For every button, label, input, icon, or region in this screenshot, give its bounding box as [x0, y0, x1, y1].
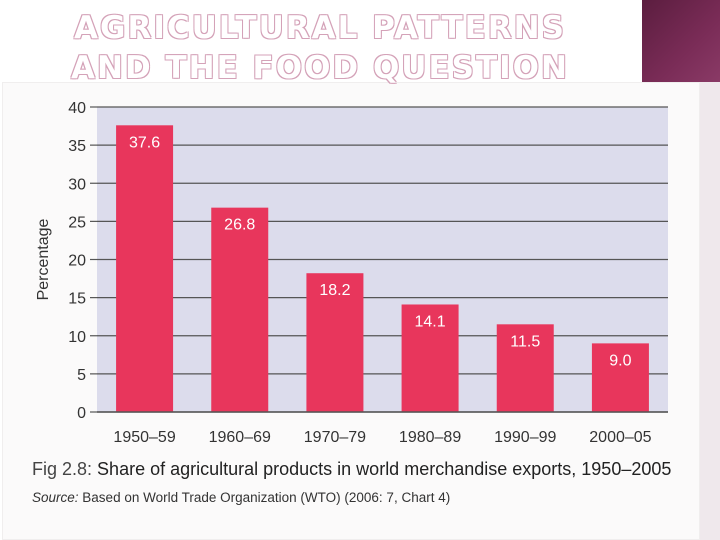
x-tick-label: 1960–69 [209, 429, 271, 446]
bar-value-label: 9.0 [609, 352, 631, 369]
figure-id: Fig 2.8: [32, 459, 93, 479]
bar-value-label: 11.5 [510, 333, 540, 350]
y-tick-label: 10 [68, 329, 86, 346]
y-tick-label: 30 [68, 176, 86, 193]
bar [116, 125, 174, 413]
y-tick-label: 5 [77, 367, 86, 384]
corner-accent [642, 0, 720, 82]
bar [306, 273, 364, 412]
y-tick-label: 35 [68, 138, 86, 155]
x-tick-label: 1970–79 [304, 429, 366, 446]
y-axis-label: Percentage [35, 218, 52, 300]
bar [401, 304, 459, 412]
y-tick-label: 15 [68, 291, 86, 308]
y-tick-label: 0 [77, 405, 86, 422]
bar-value-label: 26.8 [224, 217, 255, 234]
source-text: Based on World Trade Organization (WTO) … [82, 490, 451, 505]
figure-source: Source: Based on World Trade Organizatio… [32, 490, 692, 505]
y-tick-label: 25 [68, 214, 86, 231]
bar [591, 343, 649, 412]
figure-caption: Fig 2.8: Share of agricultural products … [32, 459, 692, 480]
source-label: Source: [32, 490, 79, 505]
bar-value-label: 14.1 [415, 313, 446, 330]
bar [496, 324, 554, 412]
y-tick-label: 40 [68, 100, 86, 117]
x-tick-label: 1950–59 [113, 429, 175, 446]
bar-value-label: 37.6 [129, 134, 160, 151]
slide-title: AGRICULTURAL PATTERNS AND THE FOOD QUEST… [71, 10, 569, 86]
side-accent [700, 82, 720, 540]
x-tick-label: 1990–99 [494, 429, 556, 446]
figure-caption-text: Share of agricultural products in world … [97, 459, 672, 479]
bar [211, 207, 269, 412]
x-tick-label: 2000–05 [589, 429, 651, 446]
x-tick-label: 1980–89 [399, 429, 461, 446]
y-tick-label: 20 [68, 253, 86, 270]
bar-value-label: 18.2 [319, 282, 350, 299]
